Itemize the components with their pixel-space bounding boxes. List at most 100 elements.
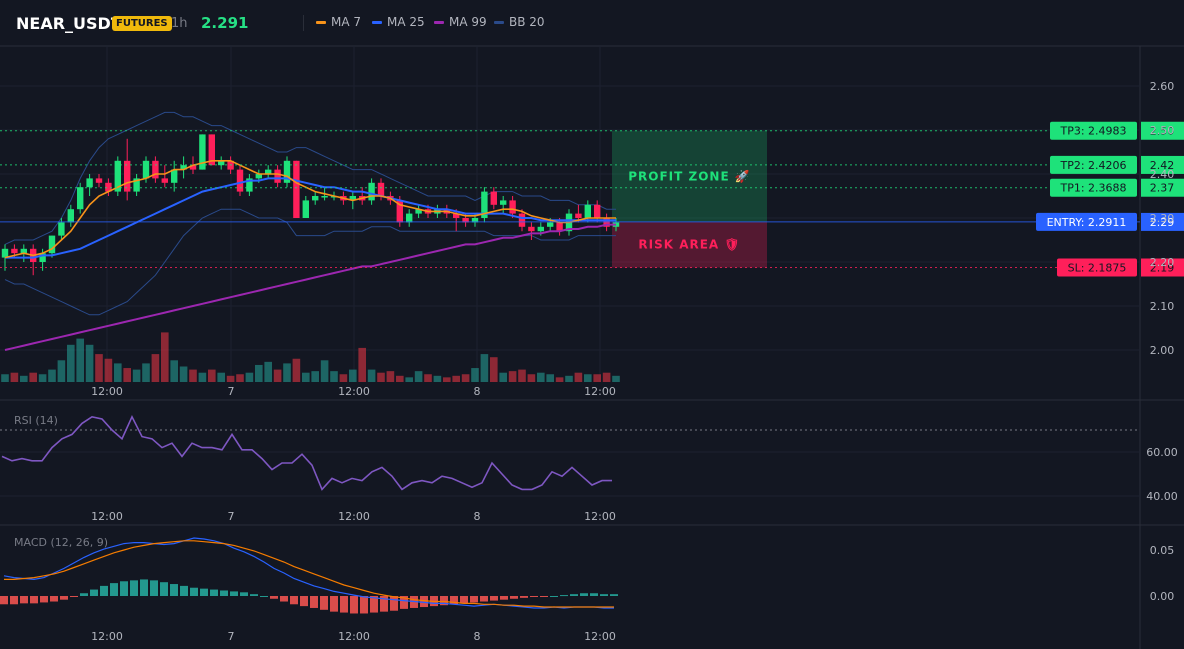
macd-histogram-bar xyxy=(120,581,128,596)
level-tag-bg xyxy=(1050,178,1137,197)
volume-bar xyxy=(48,369,56,382)
candle-body xyxy=(368,182,375,201)
macd-histogram-bar xyxy=(610,594,618,596)
macd-histogram-bar xyxy=(170,584,178,596)
candle-body xyxy=(518,213,526,227)
price-tick-label: 2.30 xyxy=(1150,212,1175,225)
legend-ma7[interactable]: MA 7 xyxy=(316,15,361,29)
macd-histogram-bar xyxy=(60,596,68,600)
volume-bar xyxy=(584,374,592,382)
macd-histogram-bar xyxy=(270,596,278,599)
ma7-line xyxy=(4,160,616,259)
candle-body xyxy=(556,222,563,232)
symbol-title[interactable]: NEAR_USDT xyxy=(16,14,122,33)
candle-body xyxy=(199,134,206,170)
volume-bar xyxy=(217,372,225,382)
volume-bar xyxy=(593,374,601,382)
macd-histogram-bar xyxy=(350,596,358,614)
volume-bar xyxy=(283,363,291,382)
volume-bar xyxy=(339,374,348,382)
candle-body xyxy=(537,226,544,232)
volume-bar xyxy=(208,369,216,382)
volume-bar xyxy=(461,374,470,382)
legend-ma25[interactable]: MA 25 xyxy=(372,15,425,29)
axis-price-tag: 2.19 xyxy=(1150,262,1175,275)
time-tick-label: 12:00 xyxy=(584,510,616,523)
candle-body xyxy=(1,248,9,258)
price-tick-label: 2.20 xyxy=(1150,256,1175,269)
volume-bar xyxy=(95,354,103,382)
risk-zone xyxy=(612,221,767,268)
candle-body xyxy=(312,196,319,201)
volume-bar xyxy=(10,372,19,382)
volume-bar xyxy=(396,375,404,382)
volume-bar xyxy=(349,369,357,382)
candle-body xyxy=(236,169,244,192)
candle-body xyxy=(105,182,112,192)
candle-body xyxy=(189,165,197,170)
volume-bar xyxy=(161,332,169,382)
rsi-line xyxy=(1,414,612,491)
macd-histogram-bar xyxy=(80,593,88,596)
candle-body xyxy=(114,160,121,192)
macd-histogram-bar xyxy=(20,596,28,604)
level-tag-bg xyxy=(1050,155,1137,174)
candle-body xyxy=(20,248,27,254)
volume-bar xyxy=(330,371,338,382)
candle-body xyxy=(77,187,84,210)
axis-price-tag: 2.50 xyxy=(1150,125,1175,138)
axis-price-tag: 2.29 xyxy=(1150,216,1175,229)
macd-histogram-bar xyxy=(0,596,8,605)
macd-histogram-bar xyxy=(530,596,538,597)
volume-bar xyxy=(508,371,517,382)
legend-swatch-ma99 xyxy=(434,20,444,24)
macd-histogram-bar xyxy=(240,592,248,596)
level-tag-4[interactable]: SL: 2.1875 2.19 xyxy=(1057,258,1184,277)
candle-body xyxy=(86,178,93,188)
volume-bar xyxy=(612,375,620,382)
candle-body xyxy=(95,178,103,183)
level-tag-3[interactable]: ENTRY: 2.2911 2.29 xyxy=(1036,212,1184,231)
volume-bar xyxy=(123,368,131,382)
volume-bar xyxy=(414,371,423,382)
timeframe-label[interactable]: 1h xyxy=(171,16,188,31)
level-tag-1[interactable]: TP2: 2.4206 2.42 xyxy=(1050,155,1184,174)
macd-histogram-bar xyxy=(490,596,498,601)
price-tick-label: 2.10 xyxy=(1150,300,1175,313)
volume-bar xyxy=(104,358,113,382)
candle-body xyxy=(39,253,46,262)
price-tick-label: 2.00 xyxy=(1150,344,1175,357)
volume-bar xyxy=(264,361,272,382)
volume-bar xyxy=(433,375,442,382)
legend-ma99[interactable]: MA 99 xyxy=(434,15,487,29)
volume-bar xyxy=(452,375,460,382)
price-tick-label: 2.50 xyxy=(1150,124,1175,137)
level-tag-0[interactable]: TP3: 2.4983 2.50 xyxy=(1050,121,1184,140)
macd-histogram-bar xyxy=(290,596,298,605)
volume-bar xyxy=(189,369,197,382)
volume-bar xyxy=(57,360,66,382)
macd-histogram-bar xyxy=(420,596,428,608)
candle-body xyxy=(246,178,253,192)
candle-body xyxy=(396,200,403,223)
axis-price-tag-bg xyxy=(1141,258,1184,277)
level-tag-2[interactable]: TP1: 2.3688 2.37 xyxy=(1050,178,1184,197)
volume-bar xyxy=(29,372,37,382)
macd-title: MACD (12, 26, 9) xyxy=(14,536,108,549)
axis-price-tag-bg xyxy=(1141,212,1184,231)
legend-bb20[interactable]: BB 20 xyxy=(494,15,545,29)
macd-histogram-bar xyxy=(40,596,48,603)
time-tick-label: 12:00 xyxy=(91,385,123,398)
macd-histogram-bar xyxy=(130,580,138,596)
macd-histogram-bar xyxy=(570,594,578,596)
time-tick-label: 7 xyxy=(228,510,235,523)
candle-body xyxy=(142,160,150,179)
volume-bar xyxy=(67,344,75,382)
macd-histogram-bar xyxy=(70,596,78,597)
volume-bar xyxy=(565,375,573,382)
candle-body xyxy=(575,213,582,218)
candle-body xyxy=(133,178,140,192)
volume-bar xyxy=(198,372,207,382)
level-tag-label: ENTRY: 2.2911 xyxy=(1047,216,1127,229)
